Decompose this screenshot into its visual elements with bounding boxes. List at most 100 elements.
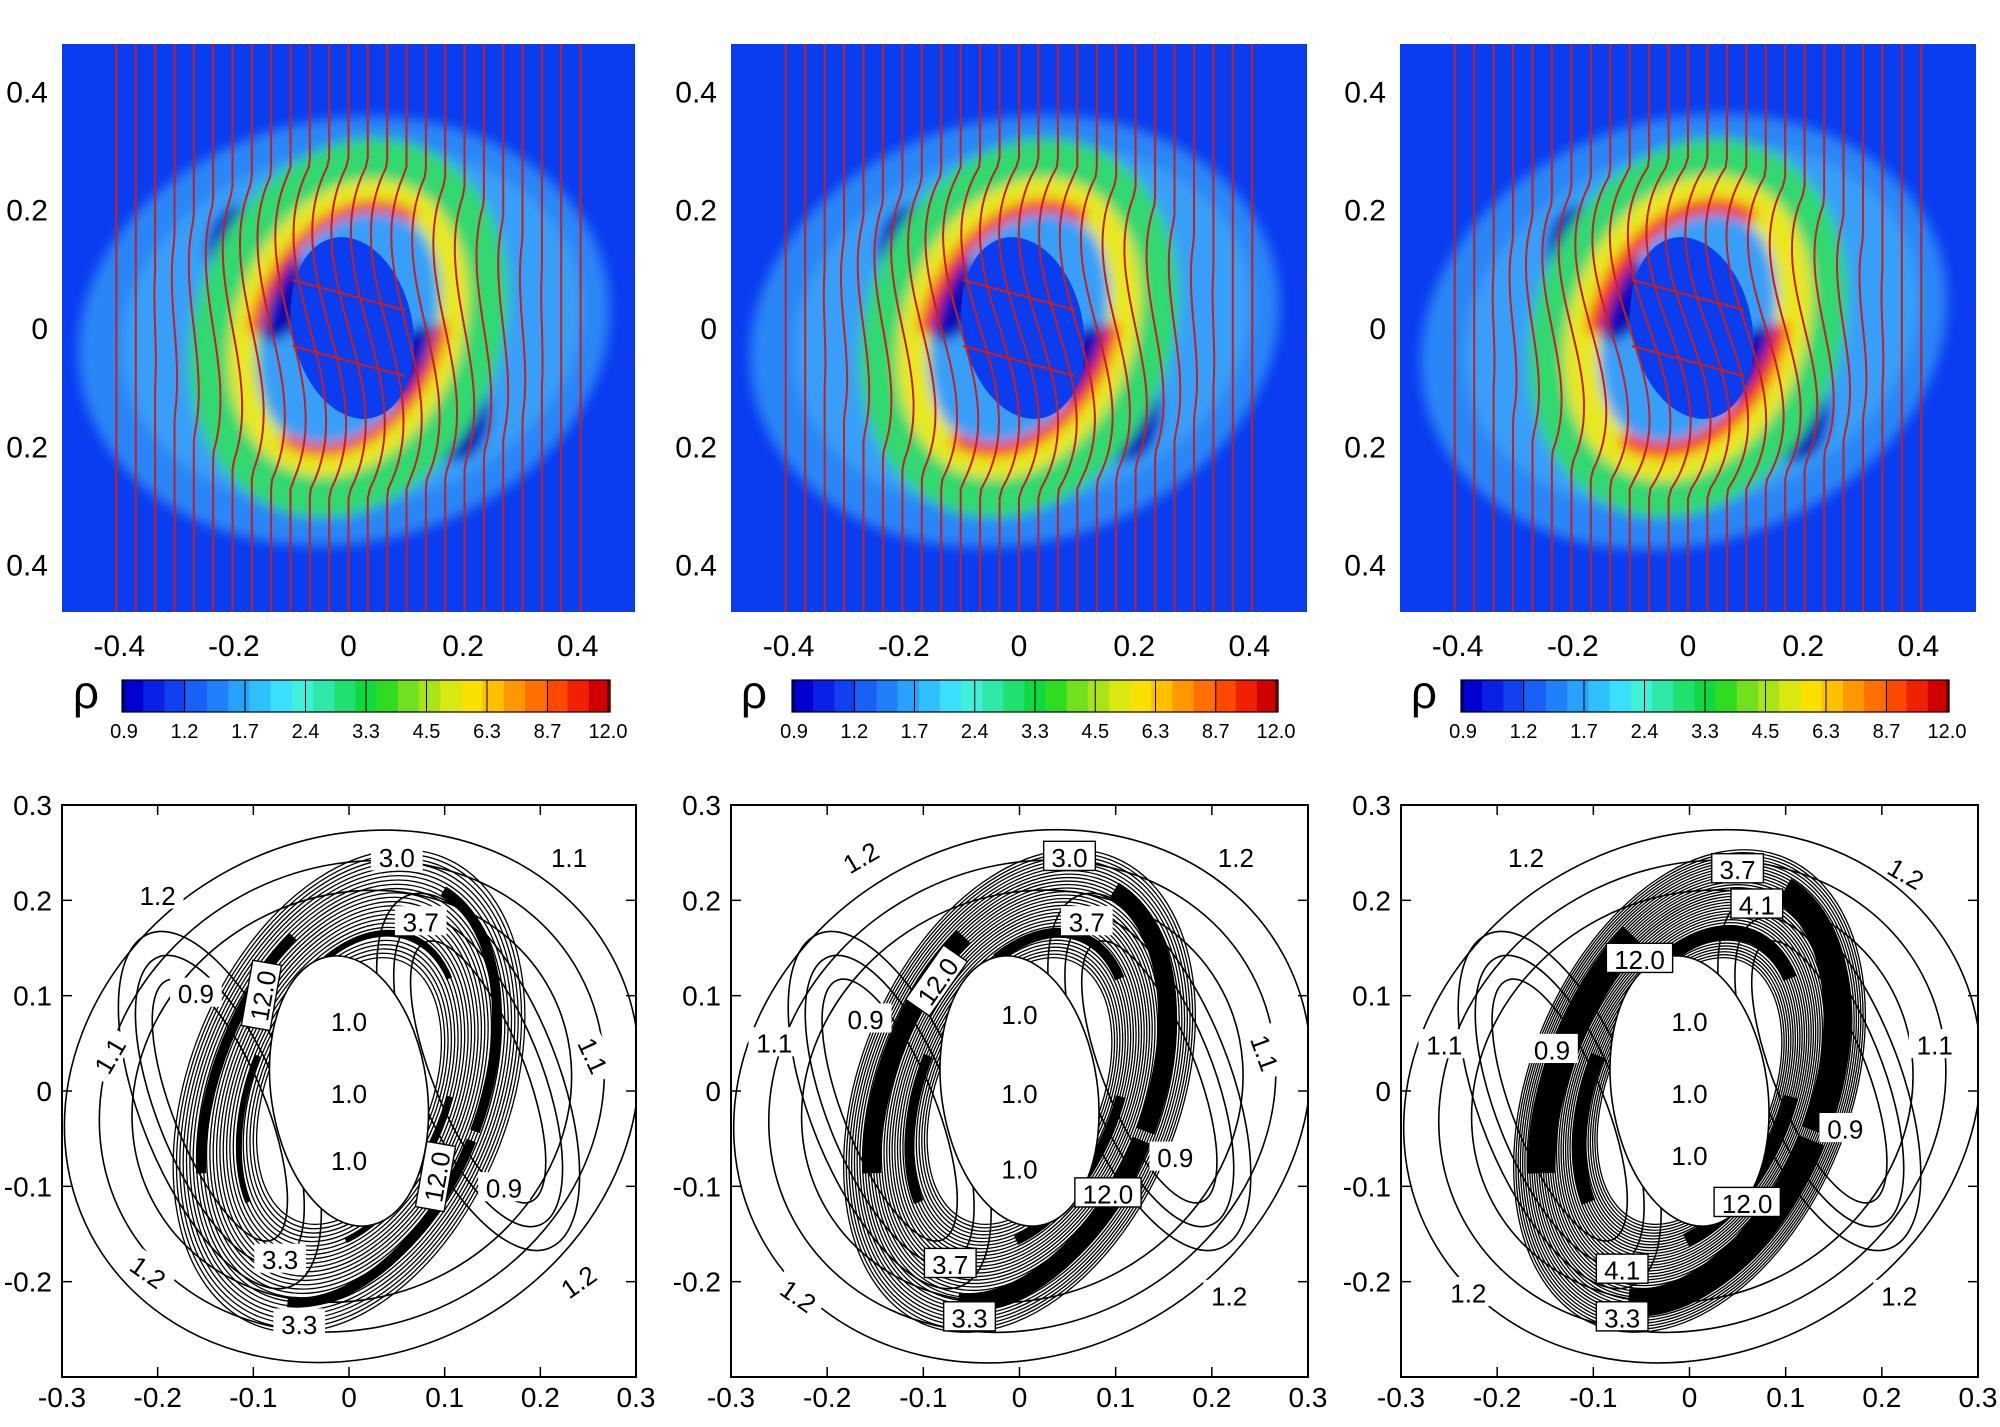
- contour-label-bg: [1595, 1301, 1649, 1332]
- field-line: [1813, 44, 1835, 612]
- y-tick-label: 0.2: [682, 885, 721, 916]
- y-tick-label: -0.1: [4, 1171, 52, 1202]
- colorbar-swatch: [291, 680, 314, 712]
- field-line: [1167, 44, 1182, 612]
- contour-label: 0.9: [1526, 1033, 1578, 1065]
- contour-label-text: 1.0: [1001, 1079, 1037, 1109]
- contour-label-bg: [1663, 1005, 1716, 1035]
- contour-label-text: 1.0: [1671, 1079, 1707, 1109]
- field-lines: [1453, 44, 1923, 612]
- x-tick-label: -0.2: [803, 1382, 851, 1413]
- contour-label: 3.7: [1711, 853, 1765, 885]
- contour-label-text: 1.0: [1001, 1000, 1037, 1030]
- contour-label-text: 3.0: [1051, 843, 1087, 873]
- x-tick-label: 0.2: [1113, 630, 1155, 663]
- contour-label-bg: [543, 841, 595, 871]
- contour-label: 3.3: [254, 1243, 306, 1275]
- colorbar-tick-label: 3.3: [352, 721, 380, 743]
- colorbar-swatch: [482, 680, 505, 712]
- field-line: [475, 44, 493, 612]
- colorbar-swatch: [249, 680, 272, 712]
- y-tick-label: 0: [1369, 313, 1386, 346]
- y-tick-label: 0.4: [675, 550, 717, 583]
- field-line: [1664, 44, 1712, 612]
- colorbar-swatch: [312, 680, 335, 712]
- field-line-inner: [292, 279, 405, 311]
- contour-label-bg: [1418, 1029, 1471, 1059]
- colorbar-swatch: [1673, 680, 1695, 712]
- colorbar-row: ρ 0.9 1.2 1.7 2.4 3.3 4.5 6.3 8.7 12.0 ρ 0.9 1.2 1.7 2…: [73, 666, 1967, 743]
- colorbar-swatch: [503, 680, 526, 712]
- field-line: [369, 44, 405, 612]
- colorbar-swatch: [1800, 680, 1823, 712]
- colorbar-swatch: [1651, 680, 1674, 712]
- colorbar-swatch: [419, 680, 441, 712]
- contour-label-bg: [993, 1077, 1046, 1107]
- colorbar-swatch: [1461, 680, 1483, 712]
- contour-ring: [209, 896, 489, 1286]
- contour-label-text: 1.2: [1881, 1281, 1917, 1311]
- colorbar-tick-label: 8.7: [534, 721, 562, 743]
- contour-label-bg: [570, 1025, 619, 1085]
- field-line: [822, 44, 827, 612]
- x-tick-label: 0.1: [1766, 1382, 1805, 1413]
- contour-label-bg: [1663, 1077, 1716, 1107]
- contour-label-text: 1.2: [1211, 1281, 1247, 1311]
- field-line: [1037, 44, 1078, 612]
- contour-label-text: 0.9: [1827, 1114, 1863, 1144]
- field-line: [1880, 44, 1885, 612]
- contour-ring: [182, 862, 516, 1320]
- x-tick-label: 0.4: [1898, 630, 1940, 663]
- colorbar-swatch: [143, 680, 166, 712]
- colorbar-tick-label: 1.7: [1570, 721, 1598, 743]
- contour-label-bg: [170, 977, 222, 1007]
- axis-ticks: -0.3 -0.2 -0.1 0 0.1 0.2 0.3 0.3 0.2 0.1 0 -0.1 -0.2: [673, 790, 1328, 1413]
- contour-label: 1.0: [993, 998, 1046, 1030]
- contour-label-bg: [1605, 942, 1674, 974]
- contour-label-bg: [923, 1247, 977, 1279]
- x-tick-label: 0.3: [617, 1382, 656, 1413]
- colorbar-swatch: [1130, 680, 1152, 712]
- contour-label-bg: [1526, 1033, 1578, 1064]
- colorbar-swatch: [1588, 680, 1611, 712]
- contour-dense-band: [1572, 925, 1807, 1257]
- colorbar-swatch: [1235, 680, 1258, 712]
- y-tick-label: -0.2: [673, 1267, 721, 1298]
- colorbar-tick-label: 2.4: [961, 721, 989, 743]
- colorbar-tick-label: 2.4: [1631, 721, 1659, 743]
- contour-label-bg: [1060, 906, 1113, 936]
- field-line: [1145, 44, 1165, 612]
- field-line: [170, 44, 179, 612]
- colorbar-tick-label: 3.3: [1691, 721, 1719, 743]
- contour-label-text: 1.0: [331, 1007, 367, 1037]
- contour-label: 0.9: [478, 1172, 530, 1204]
- shell-mid-density: [859, 138, 1179, 518]
- shell-mid-density: [1528, 138, 1848, 518]
- colorbar-swatch: [376, 680, 399, 712]
- contour-label-text: 0.9: [848, 1005, 884, 1035]
- shell-high-density: [228, 179, 469, 477]
- contour-label-bg: [370, 841, 423, 871]
- contour-label-bg: [1713, 1186, 1782, 1218]
- colorbar-swatch: [1821, 680, 1844, 712]
- field-line: [1858, 44, 1868, 612]
- colorbar-swatch: [567, 680, 590, 712]
- y-tick-label: 0.1: [682, 981, 721, 1012]
- field-line: [349, 44, 386, 612]
- x-tick-label: -0.1: [1569, 1382, 1617, 1413]
- contour-label-bg: [904, 944, 969, 1017]
- contour-label-text: 4.1: [1739, 890, 1775, 920]
- axis-ticks: -0.3 -0.2 -0.1 0 0.1 0.2 0.3 0.3 0.2 0.1 0 -0.1 -0.2: [4, 790, 656, 1413]
- contour-label: 3.3: [273, 1308, 326, 1340]
- contour-ring: [245, 944, 453, 1238]
- colorbar-tick-label: 2.4: [292, 721, 320, 743]
- y-tick-label: -0.1: [673, 1171, 721, 1202]
- colorbar-swatch: [1503, 680, 1526, 712]
- colorbar-swatch: [1524, 680, 1547, 712]
- colorbar-swatch: [918, 680, 941, 712]
- contour-label-bg: [748, 1027, 801, 1057]
- x-tick-label: 0.4: [1229, 630, 1271, 663]
- field-line-inner: [962, 279, 1076, 311]
- field-line: [924, 44, 958, 612]
- y-tick-label: 0.2: [1344, 431, 1386, 464]
